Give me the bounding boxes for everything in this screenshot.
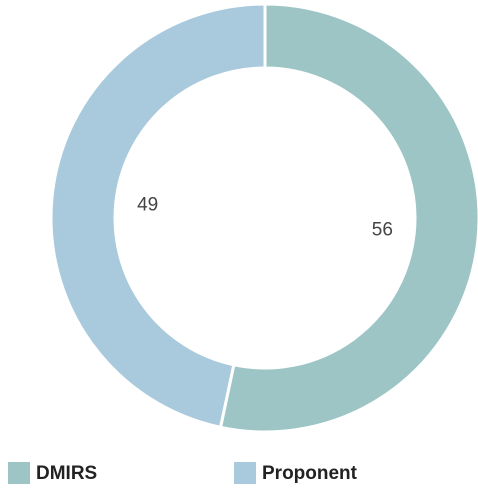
legend-swatch [234, 462, 256, 484]
value-label: 49 [137, 195, 158, 216]
legend-label: Proponent [262, 463, 358, 484]
donut-slice [49, 2, 267, 430]
legend-swatch [8, 462, 30, 484]
donut-slice [218, 2, 478, 434]
value-label: 56 [372, 219, 393, 240]
legend-label: DMIRS [36, 463, 97, 484]
